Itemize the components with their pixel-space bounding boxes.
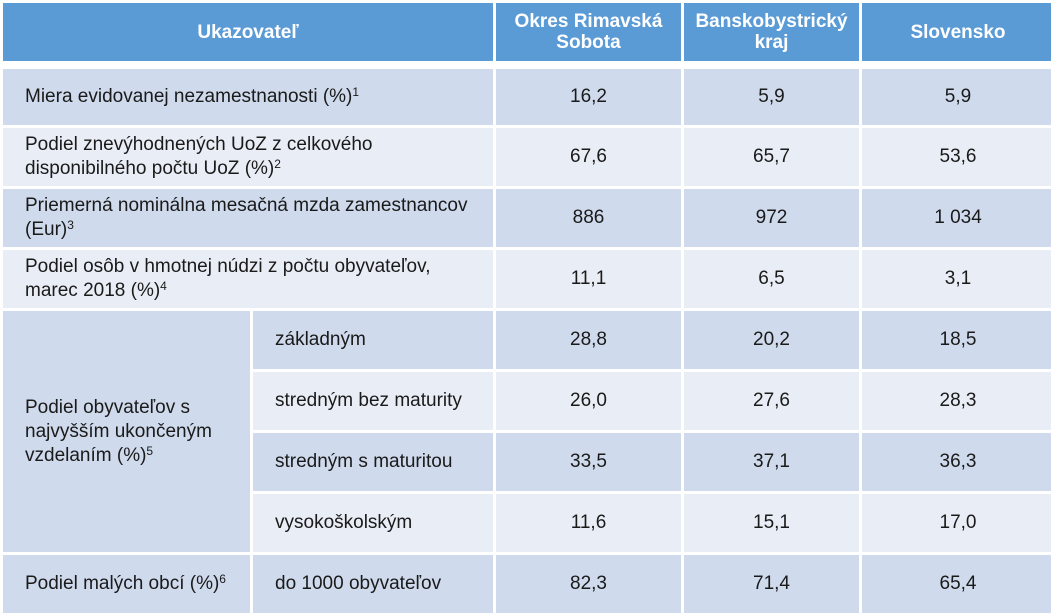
value-region: 20,2 (753, 329, 790, 350)
education-level-label: vysokoškolským (275, 512, 413, 533)
value-district: 886 (572, 207, 605, 228)
row-label: Podiel znevýhodnených UoZ z celkového di… (25, 134, 373, 179)
table-row: Miera evidovanej nezamestnanosti (%)1 16… (3, 69, 1051, 125)
table-row: Podiel osôb v hmotnej núdzi z počtu obyv… (3, 250, 1051, 308)
row-label: Priemerná nominálna mesačná mzda zamestn… (25, 195, 468, 240)
value-country: 36,3 (939, 451, 977, 472)
value-district: 11,6 (570, 512, 607, 533)
header-country: Slovensko (862, 3, 1051, 61)
education-level-label: základným (275, 329, 366, 350)
value-region: 15,1 (753, 512, 790, 533)
small-villages-sublabel: do 1000 obyvateľov (275, 573, 442, 594)
value-region: 6,5 (758, 268, 785, 289)
value-region: 71,4 (753, 573, 790, 594)
header-district: Okres Rimavská Sobota (496, 3, 681, 61)
header-row: Ukazovateľ Okres Rimavská Sobota Banskob… (3, 3, 1051, 61)
table-row: Podiel malých obcí (%)6 do 1000 obyvateľ… (3, 555, 1051, 613)
value-district: 67,6 (570, 146, 607, 167)
education-level-label: stredným s maturitou (275, 451, 453, 472)
value-country: 3,1 (944, 268, 972, 289)
value-country: 65,4 (939, 573, 977, 594)
value-country: 5,9 (944, 86, 972, 107)
education-level-label: stredným bez maturity (275, 390, 462, 411)
value-country: 53,6 (939, 146, 977, 167)
table-row: Podiel obyvateľov s najvyšším ukončeným … (3, 311, 1051, 552)
value-country: 17,0 (939, 512, 977, 533)
value-region: 27,6 (753, 390, 790, 411)
header-region: Banskobystrický kraj (684, 3, 859, 61)
value-district: 82,3 (570, 573, 607, 594)
value-district: 28,8 (570, 329, 607, 350)
value-country: 1 034 (934, 207, 982, 228)
education-group-label: Podiel obyvateľov s najvyšším ukončeným … (3, 311, 250, 552)
header-indicator: Ukazovateľ (3, 3, 493, 61)
small-villages-label: Podiel malých obcí (%)6 (25, 572, 226, 594)
table-row: Priemerná nominálna mesačná mzda zamestn… (3, 189, 1051, 247)
value-country: 18,5 (939, 329, 977, 350)
value-region: 65,7 (753, 146, 790, 167)
value-district: 33,5 (570, 451, 607, 472)
row-label: Podiel osôb v hmotnej núdzi z počtu obyv… (25, 256, 431, 301)
value-region: 37,1 (753, 451, 790, 472)
value-district: 11,1 (570, 268, 607, 289)
value-district: 26,0 (570, 390, 607, 411)
value-district: 16,2 (570, 86, 607, 107)
value-region: 972 (755, 207, 788, 228)
value-country: 28,3 (939, 390, 977, 411)
row-label: Miera evidovanej nezamestnanosti (%)1 (25, 85, 360, 107)
value-region: 5,9 (758, 86, 785, 107)
table-row: Podiel znevýhodnených UoZ z celkového di… (3, 128, 1051, 186)
